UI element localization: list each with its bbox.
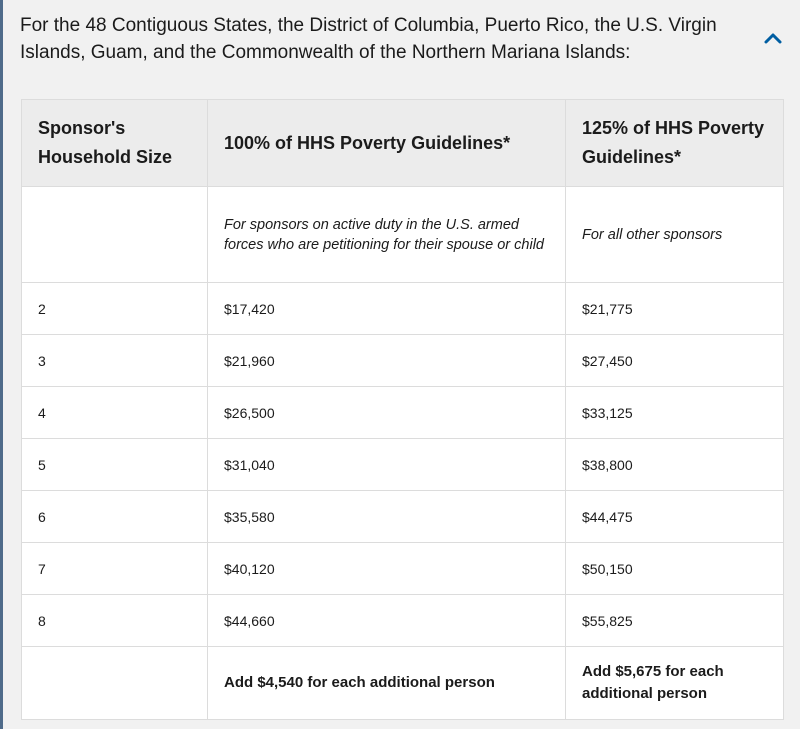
amount-125-cell: $21,775 [565, 282, 784, 335]
note-cell-125-percent: For all other sponsors [565, 186, 784, 283]
table-body: For sponsors on active duty in the U.S. … [21, 186, 784, 720]
table-header: Sponsor's Household Size 100% of HHS Pov… [21, 99, 784, 187]
table-row: 6 $35,580 $44,475 [21, 490, 784, 543]
amount-100-cell: $17,420 [207, 282, 566, 335]
header-100-percent: 100% of HHS Poverty Guidelines* [207, 99, 566, 187]
amount-100-cell: $40,120 [207, 542, 566, 595]
note-cell-household [21, 186, 208, 283]
amount-125-cell: $55,825 [565, 594, 784, 647]
household-size-cell: 7 [21, 542, 208, 595]
household-size-cell: 2 [21, 282, 208, 335]
household-size-cell: 5 [21, 438, 208, 491]
additional-person-row: Add $4,540 for each additional person Ad… [21, 646, 784, 720]
household-size-cell: 6 [21, 490, 208, 543]
left-accent-rule [0, 0, 3, 729]
table-row: 7 $40,120 $50,150 [21, 542, 784, 595]
amount-100-cell: $21,960 [207, 334, 566, 387]
table-row: 5 $31,040 $38,800 [21, 438, 784, 491]
amount-100-cell: $26,500 [207, 386, 566, 439]
table-row: 4 $26,500 $33,125 [21, 386, 784, 439]
header-household-size: Sponsor's Household Size [21, 99, 208, 187]
footer-cell-125-percent: Add $5,675 for each additional person [565, 646, 784, 720]
table-row: 3 $21,960 $27,450 [21, 334, 784, 387]
poverty-guidelines-table-wrapper: Sponsor's Household Size 100% of HHS Pov… [21, 99, 784, 720]
note-cell-100-percent: For sponsors on active duty in the U.S. … [207, 186, 566, 283]
accordion-header[interactable]: For the 48 Contiguous States, the Distri… [20, 12, 760, 66]
note-row: For sponsors on active duty in the U.S. … [21, 186, 784, 283]
table-row: 2 $17,420 $21,775 [21, 282, 784, 335]
header-125-percent: 125% of HHS Poverty Guidelines* [565, 99, 784, 187]
header-row: Sponsor's Household Size 100% of HHS Pov… [21, 99, 784, 187]
footer-cell-household [21, 646, 208, 720]
amount-125-cell: $44,475 [565, 490, 784, 543]
amount-100-cell: $31,040 [207, 438, 566, 491]
amount-125-cell: $33,125 [565, 386, 784, 439]
amount-100-cell: $44,660 [207, 594, 566, 647]
amount-100-cell: $35,580 [207, 490, 566, 543]
household-size-cell: 8 [21, 594, 208, 647]
table-row: 8 $44,660 $55,825 [21, 594, 784, 647]
accordion-title: For the 48 Contiguous States, the Distri… [20, 15, 717, 63]
household-size-cell: 4 [21, 386, 208, 439]
amount-125-cell: $50,150 [565, 542, 784, 595]
poverty-guidelines-table: Sponsor's Household Size 100% of HHS Pov… [21, 99, 784, 720]
amount-125-cell: $27,450 [565, 334, 784, 387]
chevron-up-icon[interactable] [763, 30, 783, 46]
household-size-cell: 3 [21, 334, 208, 387]
amount-125-cell: $38,800 [565, 438, 784, 491]
footer-cell-100-percent: Add $4,540 for each additional person [207, 646, 566, 720]
